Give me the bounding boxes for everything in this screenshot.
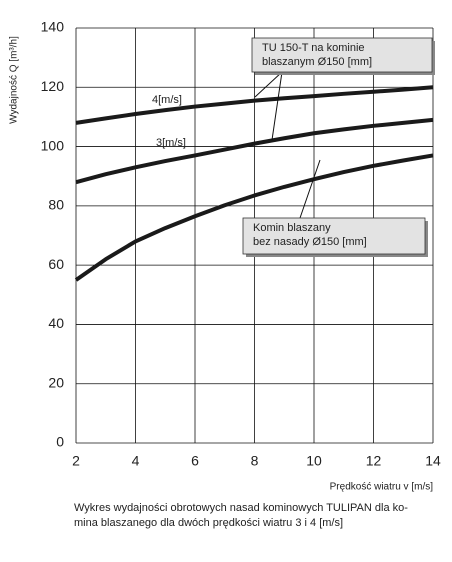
data-line xyxy=(75,117,434,185)
x-axis-label: Prędkość wiatru v [m/s] xyxy=(330,482,434,493)
curve-label: 3[m/s] xyxy=(156,137,186,149)
annotation-text: Komin blaszany xyxy=(253,222,331,234)
y-axis-label: Wydajność Q [m³/h] xyxy=(9,36,20,124)
y-tick-label: 0 xyxy=(56,434,64,450)
x-tick-label: 12 xyxy=(366,453,382,469)
leader-line xyxy=(299,159,321,219)
annotation-text: TU 150-T na kominie xyxy=(262,42,365,54)
y-tick-label: 20 xyxy=(48,374,64,390)
y-tick-label: 60 xyxy=(48,256,64,272)
curve-label: 4[m/s] xyxy=(152,94,182,106)
caption: Wykres wydajności obrotowych nasad komin… xyxy=(74,502,408,514)
x-tick-label: 14 xyxy=(425,453,441,469)
annotation-text: bez nasady Ø150 [mm] xyxy=(253,236,367,248)
annotation-box xyxy=(251,37,433,73)
leader-line xyxy=(271,71,283,141)
x-tick-label: 10 xyxy=(306,453,322,469)
y-tick-label: 100 xyxy=(41,137,65,153)
x-tick-label: 6 xyxy=(191,453,199,469)
caption: mina blaszanego dla dwóch prędkości wiat… xyxy=(74,517,343,529)
y-tick-label: 120 xyxy=(41,78,65,94)
annotation-text: blaszanym Ø150 [mm] xyxy=(262,56,372,68)
x-tick-label: 2 xyxy=(72,453,80,469)
x-tick-label: 8 xyxy=(251,453,259,469)
y-tick-label: 80 xyxy=(48,197,64,213)
data-line xyxy=(74,153,434,282)
x-tick-label: 4 xyxy=(132,453,140,469)
annotation-box xyxy=(242,217,426,255)
leader-line xyxy=(254,71,283,98)
y-tick-label: 40 xyxy=(48,315,64,331)
data-line xyxy=(75,85,434,125)
y-tick-label: 140 xyxy=(41,19,65,35)
